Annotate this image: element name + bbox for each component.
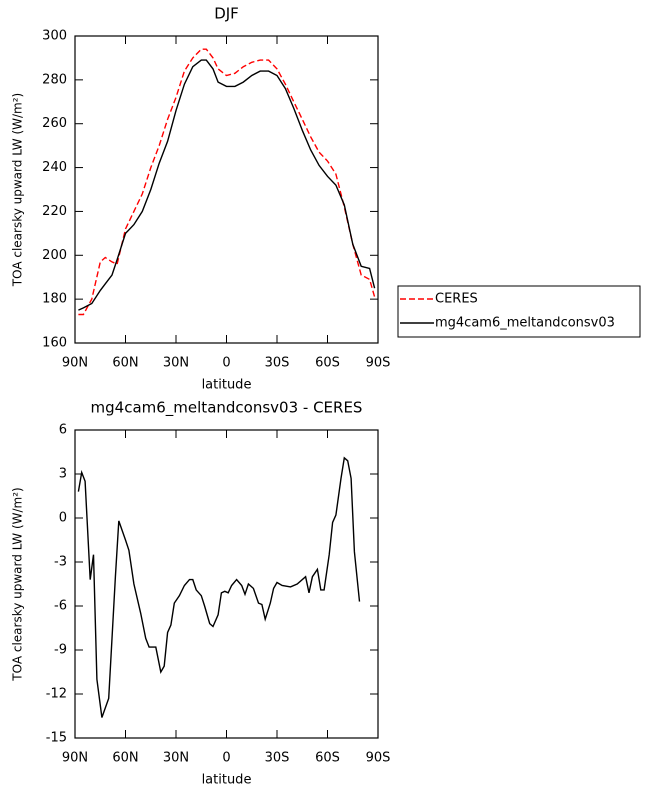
y-tick-label: 3 xyxy=(59,467,67,482)
plot-frame xyxy=(74,35,379,344)
x-tick-label: 30N xyxy=(163,751,189,766)
y-tick-label: 160 xyxy=(42,336,67,351)
x-axis-label: latitude xyxy=(202,773,252,788)
x-tick-label: 60S xyxy=(315,751,340,766)
y-axis-label: TOA clearsky upward LW (W/m²) xyxy=(11,487,25,681)
x-axis-label: latitude xyxy=(202,378,252,393)
x-tick-label: 60N xyxy=(112,356,138,371)
plot-frame xyxy=(74,429,379,739)
y-tick-label: 6 xyxy=(59,423,67,438)
x-tick-label: 60N xyxy=(112,751,138,766)
y-tick-label: 180 xyxy=(42,292,67,307)
data-line xyxy=(77,456,361,718)
y-tick-label: -9 xyxy=(54,643,67,658)
x-tick-label: 30N xyxy=(163,356,189,371)
y-tick-label: 280 xyxy=(42,72,67,87)
series-line xyxy=(78,48,376,316)
y-tick-label: -3 xyxy=(54,555,67,570)
y-tick-label: 220 xyxy=(42,204,67,219)
legend-label: CERES xyxy=(435,292,478,307)
x-tick-label: 0 xyxy=(222,356,230,371)
y-tick-label: 300 xyxy=(42,29,67,44)
x-tick-label: 90S xyxy=(366,751,391,766)
legend-box xyxy=(397,285,641,338)
y-tick-label: 0 xyxy=(59,511,67,526)
chart-title: mg4cam6_meltandconsv03 - CERES xyxy=(91,399,363,418)
y-tick-label: -15 xyxy=(46,731,67,746)
y-tick-label: -6 xyxy=(54,599,67,614)
x-tick-label: 0 xyxy=(222,751,230,766)
y-tick-label: 260 xyxy=(42,116,67,131)
y-tick-label: 240 xyxy=(42,160,67,175)
series-line xyxy=(78,59,376,311)
y-tick-label: -12 xyxy=(46,687,67,702)
x-tick-label: 30S xyxy=(265,356,290,371)
y-axis-label: TOA clearsky upward LW (W/m²) xyxy=(11,93,25,287)
x-tick-label: 30S xyxy=(265,751,290,766)
x-tick-label: 60S xyxy=(315,356,340,371)
chart-title: DJF xyxy=(214,5,239,23)
y-tick-label: 200 xyxy=(42,248,67,263)
legend-label: mg4cam6_meltandconsv03 xyxy=(435,316,615,331)
x-tick-label: 90N xyxy=(62,356,88,371)
x-tick-label: 90N xyxy=(62,751,88,766)
x-tick-label: 90S xyxy=(366,356,391,371)
